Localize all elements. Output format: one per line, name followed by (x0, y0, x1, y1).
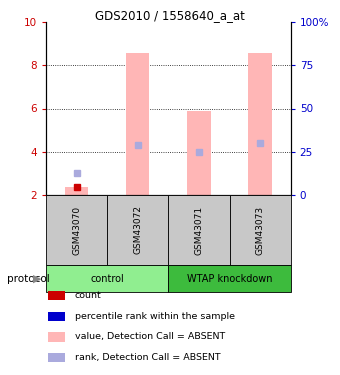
Bar (65, 188, 88, 195)
Text: ▶: ▶ (33, 273, 42, 284)
Text: GDS2010 / 1558640_a_at: GDS2010 / 1558640_a_at (95, 9, 245, 22)
Text: GSM43070: GSM43070 (72, 206, 81, 255)
Text: GSM43072: GSM43072 (133, 206, 142, 255)
Text: value, Detection Call = ABSENT: value, Detection Call = ABSENT (75, 333, 225, 342)
Bar (168, 195, 230, 265)
Text: GSM43073: GSM43073 (256, 206, 265, 255)
Bar (230, 195, 291, 265)
Bar (126, 53, 149, 195)
Text: rank, Detection Call = ABSENT: rank, Detection Call = ABSENT (75, 353, 220, 362)
Text: count: count (75, 291, 102, 300)
Bar (187, 111, 210, 195)
Bar (249, 53, 272, 195)
Text: control: control (90, 273, 124, 284)
Text: percentile rank within the sample: percentile rank within the sample (75, 312, 235, 321)
Text: protocol: protocol (7, 273, 50, 284)
Bar (107, 195, 168, 265)
Bar (46, 195, 107, 265)
Text: WTAP knockdown: WTAP knockdown (187, 273, 272, 284)
Bar (46, 265, 168, 292)
Bar (168, 265, 291, 292)
Text: GSM43071: GSM43071 (194, 206, 203, 255)
